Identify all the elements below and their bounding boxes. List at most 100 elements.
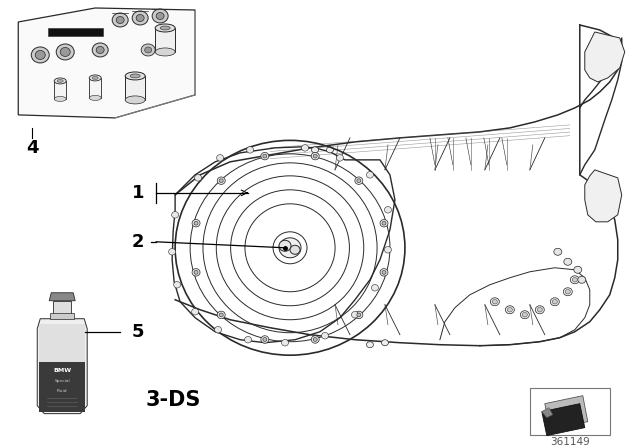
Ellipse shape (563, 288, 572, 296)
Bar (530, 388, 610, 435)
Ellipse shape (279, 240, 291, 251)
Ellipse shape (54, 96, 66, 101)
Text: Fluid: Fluid (57, 389, 68, 392)
Ellipse shape (550, 298, 559, 306)
Ellipse shape (125, 72, 145, 80)
Ellipse shape (337, 155, 344, 161)
Polygon shape (545, 396, 588, 430)
Ellipse shape (351, 311, 358, 318)
Text: 2: 2 (132, 233, 145, 251)
Ellipse shape (261, 336, 269, 343)
Ellipse shape (136, 14, 144, 22)
Ellipse shape (490, 298, 499, 306)
Bar (50, 313, 74, 319)
Ellipse shape (380, 269, 388, 276)
Ellipse shape (382, 221, 386, 225)
Text: 3-DS: 3-DS (145, 390, 200, 409)
Ellipse shape (173, 281, 180, 288)
Ellipse shape (552, 300, 557, 304)
Ellipse shape (381, 340, 388, 346)
Ellipse shape (96, 47, 104, 53)
Ellipse shape (506, 306, 515, 314)
Ellipse shape (554, 248, 562, 255)
Ellipse shape (217, 177, 225, 185)
Ellipse shape (385, 207, 392, 213)
Ellipse shape (216, 155, 223, 161)
Ellipse shape (112, 13, 128, 27)
Ellipse shape (132, 11, 148, 25)
Ellipse shape (160, 26, 170, 30)
Ellipse shape (56, 44, 74, 60)
Bar (125, 76, 145, 100)
Ellipse shape (321, 332, 328, 339)
Polygon shape (37, 319, 87, 414)
Ellipse shape (217, 311, 225, 319)
Ellipse shape (311, 336, 319, 343)
Ellipse shape (155, 24, 175, 32)
Text: 361149: 361149 (550, 437, 589, 447)
Bar (39, 362, 85, 412)
Ellipse shape (152, 9, 168, 23)
Polygon shape (19, 8, 195, 118)
Ellipse shape (60, 47, 70, 56)
Text: Special: Special (54, 379, 70, 383)
Ellipse shape (355, 177, 363, 185)
Polygon shape (542, 404, 585, 435)
Ellipse shape (282, 340, 289, 346)
Ellipse shape (57, 79, 63, 82)
Polygon shape (585, 170, 621, 222)
Ellipse shape (191, 309, 198, 315)
Ellipse shape (244, 336, 252, 343)
Bar (54, 81, 66, 99)
Ellipse shape (195, 175, 202, 181)
Ellipse shape (382, 271, 386, 274)
Ellipse shape (263, 338, 267, 341)
Ellipse shape (246, 146, 253, 153)
Ellipse shape (520, 311, 529, 319)
Ellipse shape (156, 13, 164, 19)
Ellipse shape (145, 47, 152, 53)
Ellipse shape (214, 327, 221, 333)
Ellipse shape (564, 258, 572, 265)
Ellipse shape (313, 154, 317, 158)
Polygon shape (542, 408, 553, 418)
Ellipse shape (194, 221, 198, 225)
Ellipse shape (192, 220, 200, 227)
Ellipse shape (572, 277, 577, 282)
Ellipse shape (290, 246, 300, 254)
Ellipse shape (92, 77, 98, 79)
Ellipse shape (263, 154, 267, 158)
Ellipse shape (522, 313, 527, 317)
Ellipse shape (367, 342, 374, 348)
Ellipse shape (355, 311, 363, 319)
Ellipse shape (311, 152, 319, 160)
Ellipse shape (565, 289, 570, 294)
Polygon shape (49, 293, 76, 301)
Ellipse shape (141, 44, 155, 56)
Ellipse shape (301, 145, 308, 151)
Ellipse shape (508, 307, 513, 312)
Ellipse shape (261, 152, 269, 160)
Ellipse shape (535, 306, 544, 314)
Ellipse shape (578, 276, 586, 283)
Ellipse shape (155, 48, 175, 56)
Ellipse shape (574, 266, 582, 273)
Text: 4: 4 (26, 139, 38, 157)
Text: BMW: BMW (53, 368, 71, 373)
Polygon shape (585, 32, 625, 82)
Bar (89, 78, 101, 98)
Ellipse shape (194, 271, 198, 274)
Bar (53, 301, 71, 316)
Ellipse shape (168, 249, 175, 255)
Ellipse shape (385, 246, 392, 253)
Ellipse shape (380, 220, 388, 227)
Bar (39, 324, 85, 362)
Ellipse shape (89, 95, 101, 100)
Ellipse shape (116, 17, 124, 23)
Ellipse shape (89, 75, 101, 81)
Ellipse shape (54, 78, 66, 84)
Ellipse shape (357, 313, 361, 317)
Ellipse shape (312, 147, 319, 153)
Ellipse shape (371, 284, 378, 291)
Ellipse shape (326, 147, 333, 153)
